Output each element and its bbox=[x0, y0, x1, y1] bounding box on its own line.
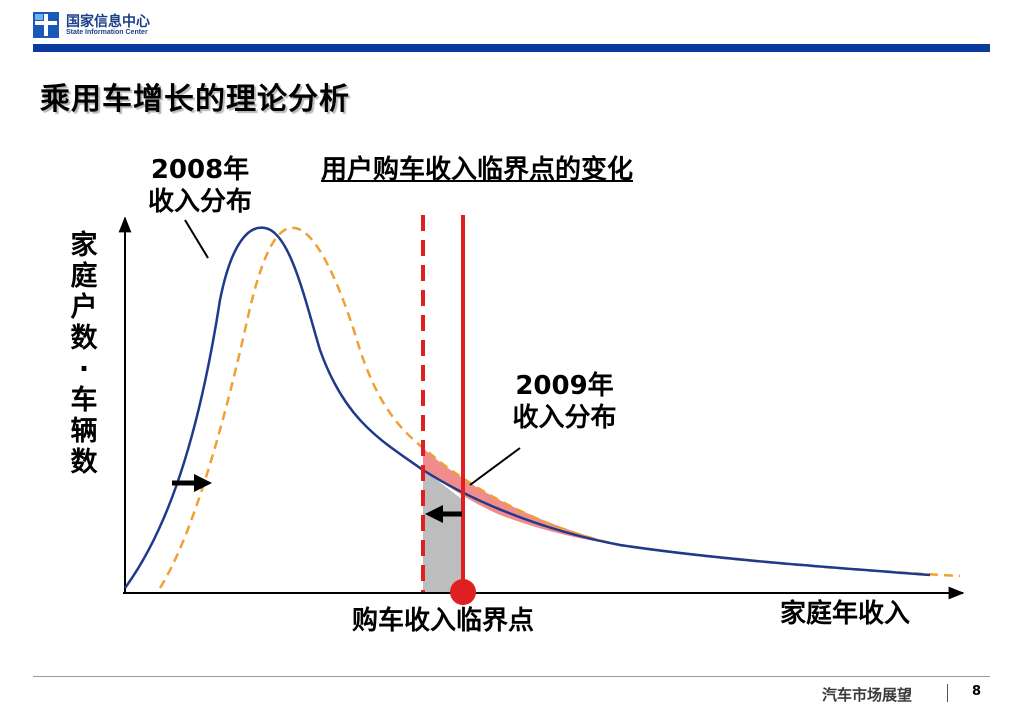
y-axis-label: 家庭户数·车辆数 bbox=[70, 230, 98, 478]
footer-separator bbox=[947, 684, 948, 702]
page-number: 8 bbox=[972, 684, 982, 699]
curve-2009-distribution bbox=[158, 226, 961, 589]
right-shift-arrow bbox=[172, 474, 212, 492]
left-shift-arrow bbox=[425, 505, 462, 523]
logo-chinese-name: 国家信息中心 bbox=[66, 14, 150, 30]
label-2009-distribution: 2009年 收入分布 bbox=[512, 371, 617, 433]
curve-2008-distribution bbox=[123, 226, 931, 589]
threshold-point bbox=[450, 579, 476, 605]
footer-title: 汽车市场展望 bbox=[822, 686, 913, 704]
label-2008-distribution: 2008年 收入分布 bbox=[147, 155, 252, 217]
footer-divider bbox=[33, 676, 990, 677]
x-axis-label: 家庭年收入 bbox=[780, 599, 911, 629]
diagram-heading: 用户购车收入临界点的变化 bbox=[321, 155, 634, 185]
header-bar bbox=[33, 44, 990, 52]
page-title: 乘用车增长的理论分析 bbox=[40, 82, 350, 117]
threshold-label: 购车收入临界点 bbox=[352, 606, 535, 636]
logo-english-name: State Information Center bbox=[66, 29, 148, 36]
pointer-2009 bbox=[469, 447, 521, 486]
pointer-2008 bbox=[184, 219, 209, 259]
state-information-center-logo bbox=[33, 12, 59, 38]
area-threshold-gray bbox=[423, 470, 463, 592]
